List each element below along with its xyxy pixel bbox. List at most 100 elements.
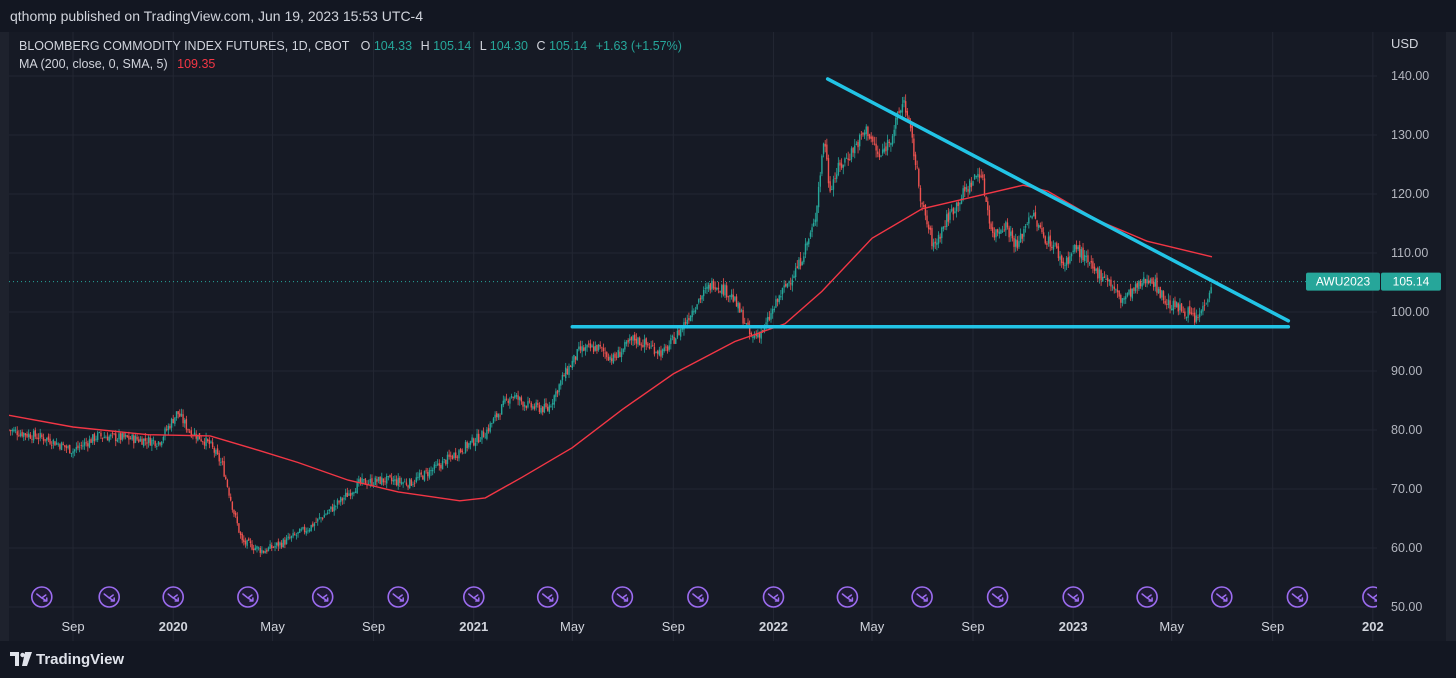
event-marker-icon[interactable] xyxy=(162,586,184,608)
chart-panel[interactable]: USD 140.00 130.00 120.00 110.00 100.00 90.00 8… xyxy=(8,32,1446,641)
candle-body xyxy=(54,441,56,446)
event-marker-ring xyxy=(1211,586,1233,608)
tradingview-brand: TradingView xyxy=(36,651,125,668)
candle-body xyxy=(317,518,319,522)
event-marker-icon[interactable] xyxy=(237,586,259,608)
event-marker-icon[interactable] xyxy=(836,586,859,608)
candle-body xyxy=(1194,312,1196,323)
event-marker-icon[interactable] xyxy=(911,586,933,608)
candle-body xyxy=(190,430,192,437)
candle-body xyxy=(860,134,863,136)
candle-body xyxy=(16,431,18,436)
candle-body xyxy=(113,433,115,435)
candle-body xyxy=(607,357,610,361)
candle-body xyxy=(307,530,309,532)
legend-low-label: L xyxy=(480,39,487,53)
candle-body xyxy=(124,434,127,437)
event-marker-icon[interactable] xyxy=(536,586,559,608)
candle-body xyxy=(49,438,51,444)
candle-body xyxy=(262,550,265,553)
event-marker-icon[interactable] xyxy=(986,586,1009,608)
candle-body xyxy=(175,411,178,418)
candle-body xyxy=(193,432,196,436)
candle-body xyxy=(985,196,987,202)
event-marker-icon[interactable] xyxy=(762,586,785,608)
candle-body xyxy=(865,126,867,134)
candle-body xyxy=(37,437,40,440)
candle-body xyxy=(576,349,578,361)
candle-body xyxy=(144,438,147,441)
candle-body xyxy=(890,143,892,145)
event-marker-ring xyxy=(162,586,184,608)
candle-body xyxy=(1138,281,1140,289)
candle-body xyxy=(845,157,848,159)
candle-body xyxy=(458,450,460,459)
candle-body xyxy=(880,155,882,157)
candle-body xyxy=(471,437,473,443)
candle-body xyxy=(863,132,866,136)
candle-body xyxy=(261,549,263,553)
candle-body xyxy=(837,162,840,175)
event-marker-icon[interactable] xyxy=(1062,586,1084,608)
event-marker-icon[interactable] xyxy=(1211,586,1233,608)
candle-body xyxy=(817,186,820,208)
candle-body xyxy=(949,211,951,220)
price-chart[interactable]: USD 140.00 130.00 120.00 110.00 100.00 90.00 8… xyxy=(8,32,1446,641)
event-marker-icon[interactable] xyxy=(387,586,410,608)
candle-body xyxy=(597,344,600,351)
event-marker-icon[interactable] xyxy=(687,586,709,608)
candle-body xyxy=(1180,303,1183,312)
candle-body xyxy=(300,529,303,531)
event-marker-ring xyxy=(1062,586,1084,608)
candle-body xyxy=(734,296,736,301)
candle-body xyxy=(146,442,148,444)
candle-body xyxy=(1070,253,1073,257)
candle-body xyxy=(980,175,982,177)
candle-body xyxy=(698,299,700,303)
candle-body xyxy=(1192,313,1194,315)
candle-body xyxy=(213,447,215,453)
candle-body xyxy=(248,538,250,541)
trendlines[interactable] xyxy=(570,77,1291,329)
candle-body xyxy=(762,330,764,332)
candle-body xyxy=(601,347,603,349)
candle-body xyxy=(737,302,739,309)
price-axis[interactable] xyxy=(1377,32,1446,641)
trendline xyxy=(825,77,1291,323)
candle-body xyxy=(637,337,639,345)
candle-body xyxy=(244,541,247,545)
candle-body xyxy=(606,352,608,358)
candle-body xyxy=(1033,212,1035,217)
event-marker-icon[interactable] xyxy=(1286,586,1309,608)
candle-body xyxy=(660,350,662,357)
event-marker-icon[interactable] xyxy=(1136,586,1158,608)
candle-body xyxy=(1001,231,1004,232)
candle-body xyxy=(954,211,956,214)
event-marker-icon[interactable] xyxy=(611,586,634,608)
event-marker-icon[interactable] xyxy=(30,586,53,608)
event-marker-icon[interactable] xyxy=(98,586,120,608)
candle-body xyxy=(340,497,342,503)
event-marker-arrow xyxy=(167,593,179,602)
event-marker-icon[interactable] xyxy=(311,586,334,608)
candle-body xyxy=(767,316,769,322)
candle-body xyxy=(412,484,414,485)
candle-body xyxy=(551,403,554,405)
candle-body xyxy=(878,153,881,158)
candle-body xyxy=(1179,304,1181,311)
event-marker-arrow xyxy=(1216,593,1228,602)
candle-body xyxy=(313,523,316,526)
candle-body xyxy=(1044,236,1046,244)
candle-body xyxy=(349,493,352,497)
candle-body xyxy=(1195,315,1198,322)
candle-body xyxy=(1184,311,1186,317)
candle-body xyxy=(652,345,654,347)
candle-body xyxy=(31,438,33,440)
candle-body xyxy=(170,418,173,428)
candle-body xyxy=(546,406,549,411)
candle-body xyxy=(923,205,925,207)
candle-body xyxy=(581,346,583,352)
event-marker-icon[interactable] xyxy=(462,586,485,608)
candle-body xyxy=(545,403,547,408)
event-markers[interactable] xyxy=(30,586,1384,608)
